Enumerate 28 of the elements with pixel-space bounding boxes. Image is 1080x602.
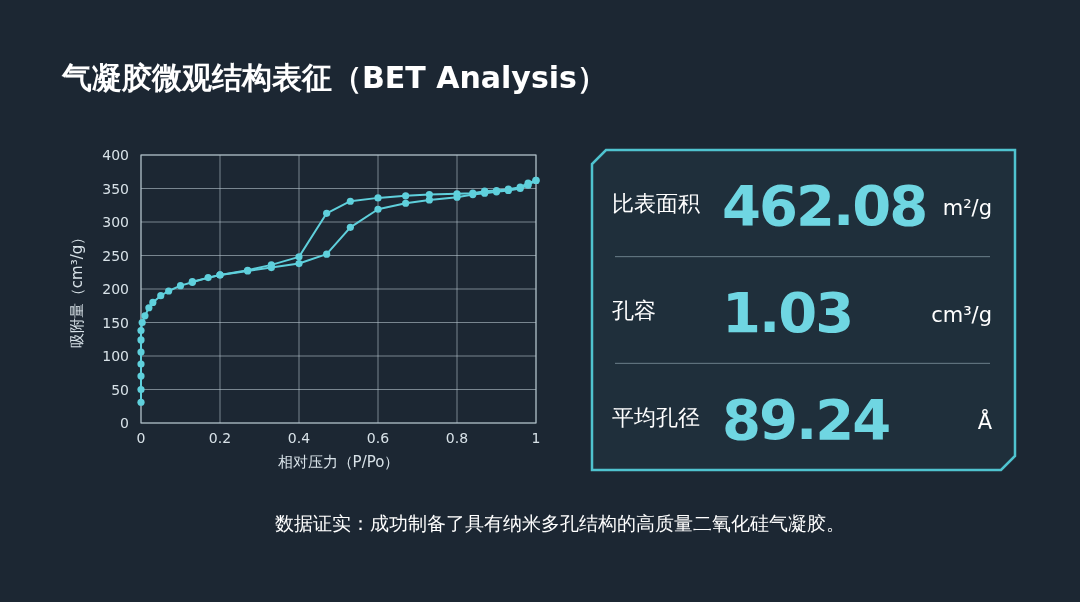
text: cm³/g	[931, 303, 992, 327]
y-tick-label: 400	[102, 147, 129, 163]
text: 462.08	[722, 173, 927, 239]
text: 平均孔径	[612, 404, 700, 430]
text: m²/g	[942, 196, 992, 221]
y-tick-label: 150	[102, 314, 129, 331]
text: 89.24	[722, 386, 890, 452]
x-tick-label: 0.8	[445, 430, 469, 446]
y-tick-label: 100	[102, 348, 129, 364]
x-tick-label: 0	[136, 430, 146, 446]
y-tick-label: 300	[102, 214, 129, 230]
y-tick-label: 50	[111, 381, 129, 398]
x-axis-title: 相对压力（P/Po）	[277, 453, 400, 471]
y-tick-label: 200	[102, 281, 129, 297]
text: 数据证实：成功制备了具有纳米多孔结构的高质量二氧化硅气凝胶。	[275, 512, 845, 534]
y-axis-title: 吸附量（cm³/g）	[68, 229, 86, 349]
x-tick-label: 0.2	[208, 430, 232, 446]
text: Å	[977, 407, 993, 434]
text: 1.03	[722, 280, 853, 345]
y-tick-label: 0	[120, 415, 129, 431]
text: 孔容	[612, 298, 656, 323]
chart-title: 气凝胶微观结构表征（BET Analysis）	[61, 60, 607, 95]
x-tick-label: 0.6	[366, 430, 390, 446]
y-tick-label: 250	[102, 247, 129, 264]
y-tick-label: 350	[102, 180, 129, 197]
x-tick-label: 0.4	[287, 430, 311, 446]
x-tick-label: 1	[531, 430, 541, 446]
text: 比表面积	[612, 191, 700, 217]
